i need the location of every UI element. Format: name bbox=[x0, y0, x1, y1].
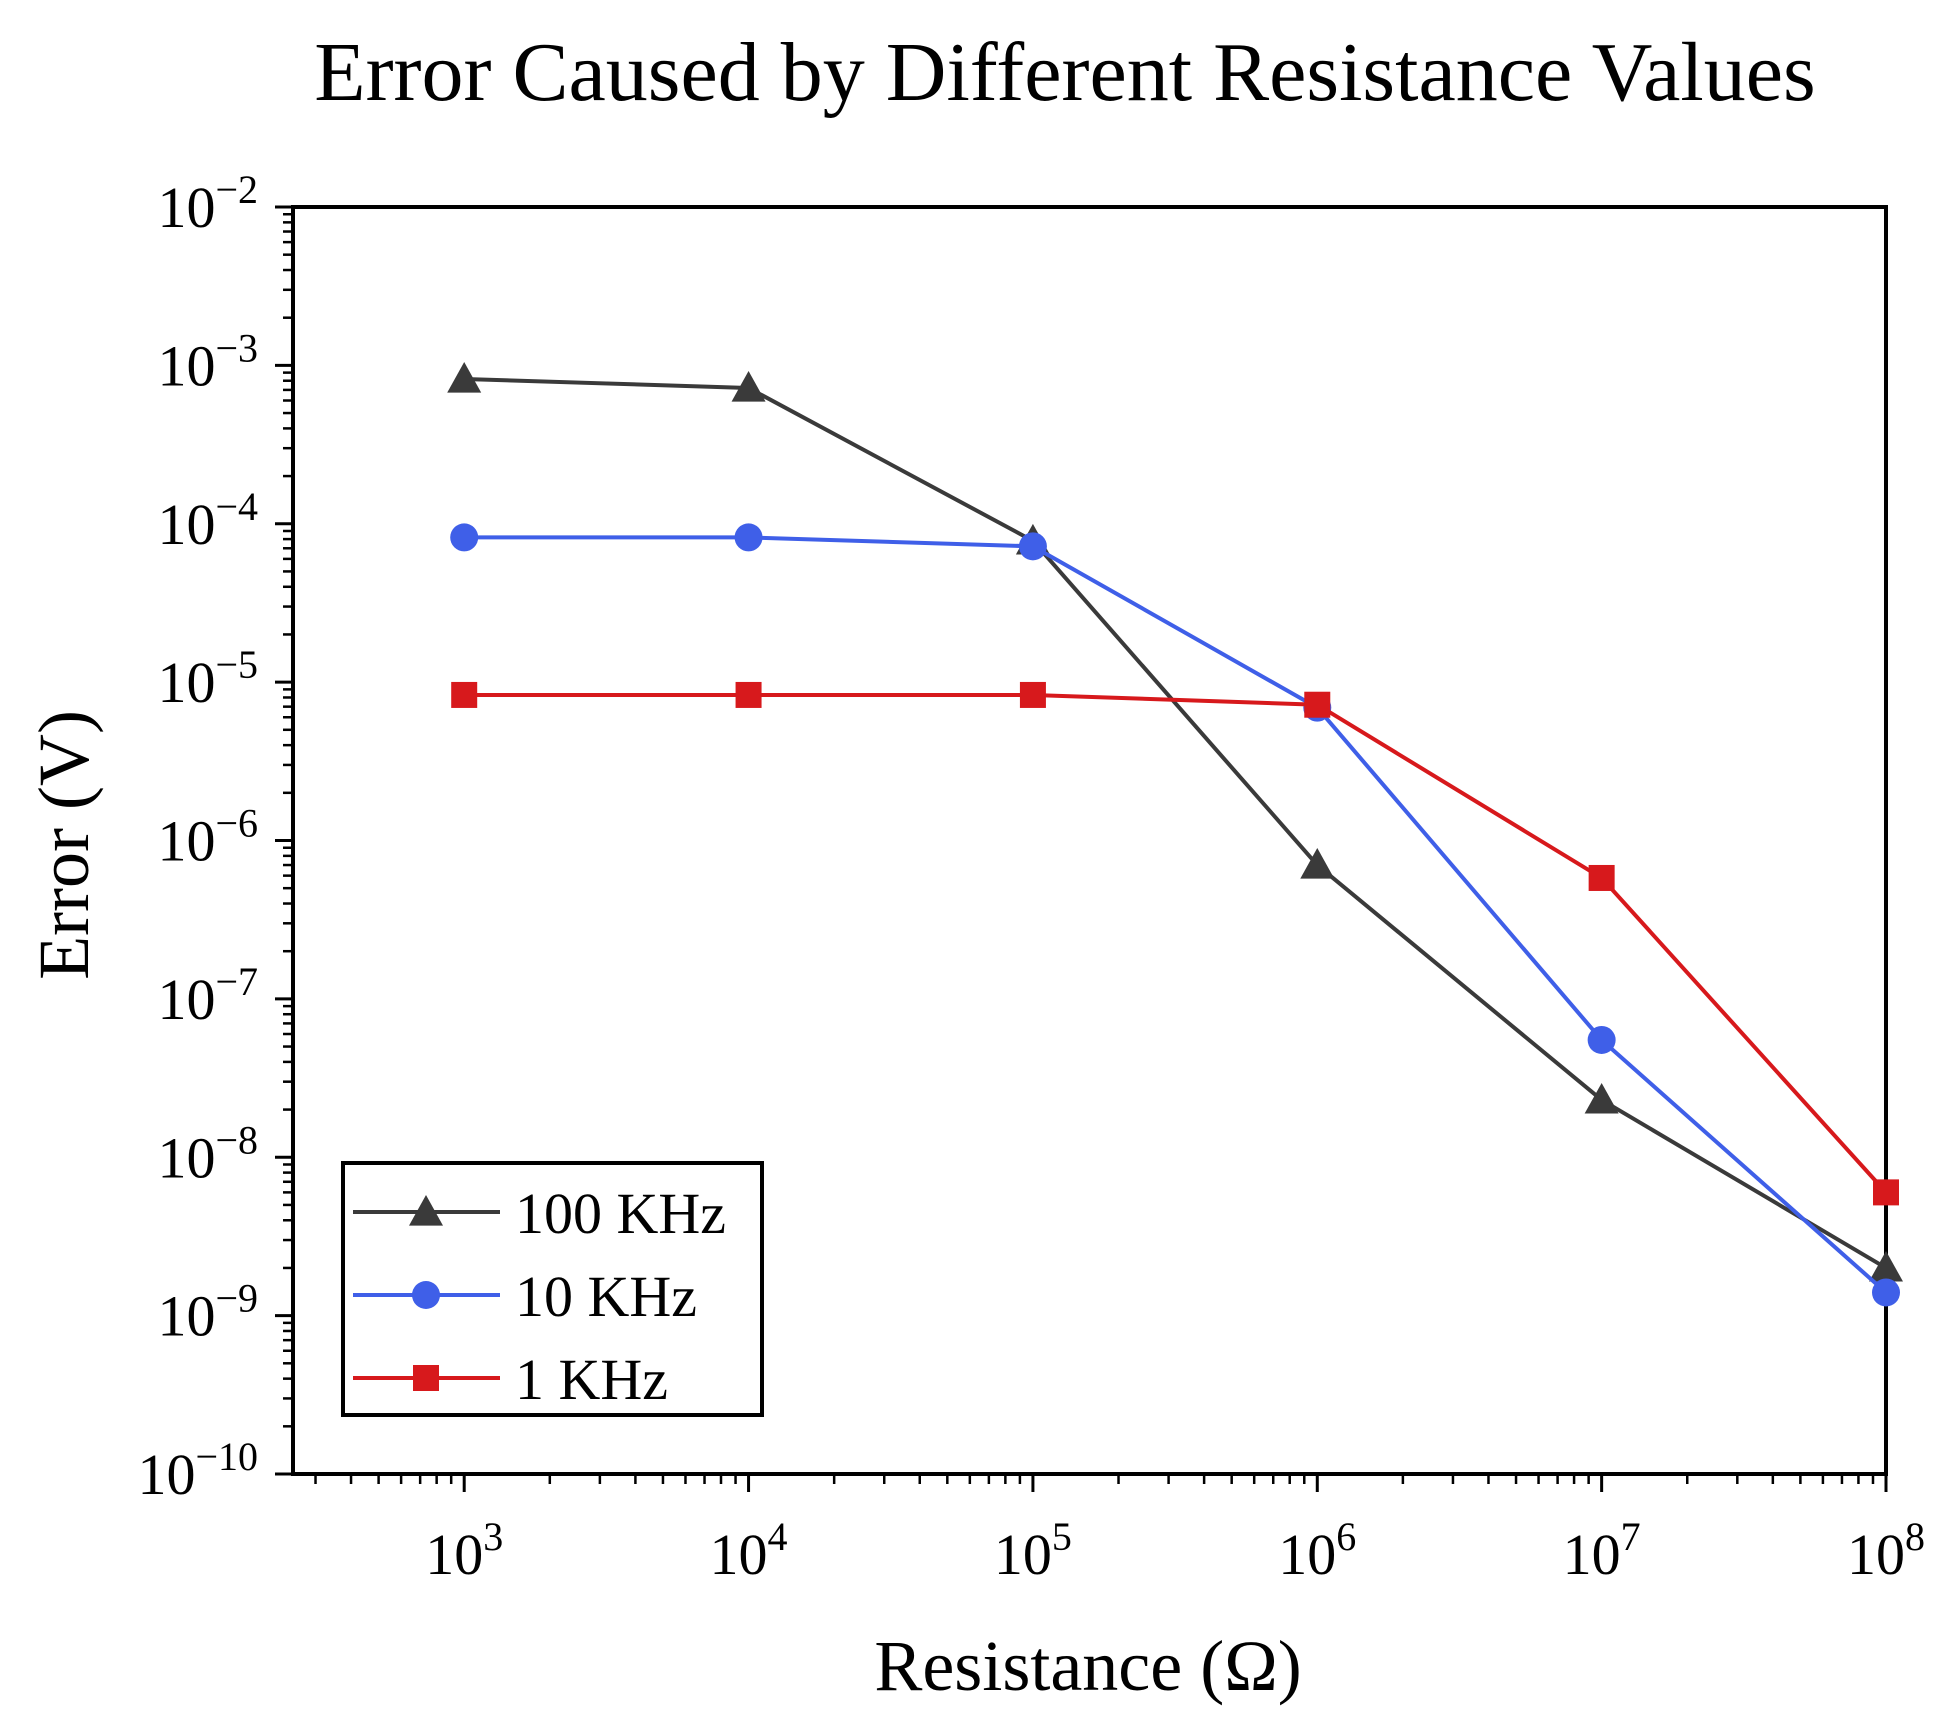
data-point-1-khz bbox=[1019, 681, 1046, 708]
data-point-1-khz bbox=[1873, 1179, 1899, 1206]
legend-label-10-khz: 10 KHz bbox=[515, 1264, 697, 1329]
x-tick-label: 106 bbox=[1278, 1514, 1356, 1587]
data-point-100-khz bbox=[1869, 1250, 1903, 1282]
data-point-10-khz bbox=[734, 523, 763, 552]
legend-marker-100-khz bbox=[409, 1195, 443, 1226]
legend-box bbox=[341, 1161, 764, 1417]
y-tick-label: 10−5 bbox=[157, 642, 258, 715]
y-tick-label: 10−8 bbox=[157, 1117, 258, 1190]
data-point-100-khz bbox=[447, 362, 482, 393]
legend-marker-10-khz bbox=[412, 1281, 440, 1309]
x-axis-label: Resistance (Ω) bbox=[874, 1626, 1301, 1706]
y-axis-label: Error (V) bbox=[24, 710, 104, 980]
data-point-1-khz bbox=[1304, 691, 1331, 718]
series-line-10-khz bbox=[464, 535, 1888, 1294]
series-line-100-khz bbox=[464, 377, 1888, 1270]
y-tick-label: 10−7 bbox=[157, 959, 258, 1032]
y-tick-label: 10−6 bbox=[157, 801, 258, 874]
data-point-1-khz bbox=[1588, 864, 1615, 891]
x-tick-label: 107 bbox=[1563, 1514, 1641, 1587]
x-tick-label: 105 bbox=[994, 1514, 1072, 1587]
x-tick-label: 108 bbox=[1847, 1514, 1925, 1587]
x-tick-label: 104 bbox=[710, 1514, 788, 1587]
data-point-10-khz bbox=[450, 523, 479, 552]
data-point-10-khz bbox=[1872, 1278, 1900, 1307]
data-point-10-khz bbox=[1587, 1025, 1616, 1054]
data-point-1-khz bbox=[735, 681, 762, 708]
y-tick-label: 10−10 bbox=[137, 1434, 258, 1507]
data-point-10-khz bbox=[1018, 532, 1047, 561]
legend-label-100-khz: 100 KHz bbox=[515, 1181, 726, 1246]
y-tick-label: 10−2 bbox=[157, 167, 258, 240]
chart-title: Error Caused by Different Resistance Val… bbox=[314, 26, 1815, 119]
x-tick-label: 103 bbox=[425, 1514, 503, 1587]
y-tick-label: 10−4 bbox=[157, 484, 258, 557]
data-point-100-khz bbox=[731, 370, 766, 402]
legend-label-1-khz: 1 KHz bbox=[515, 1347, 668, 1412]
data-point-100-khz bbox=[1300, 848, 1335, 879]
data-point-1-khz bbox=[451, 681, 478, 708]
legend-marker-1-khz bbox=[413, 1365, 439, 1391]
y-tick-label: 10−3 bbox=[157, 325, 258, 398]
data-point-100-khz bbox=[1584, 1082, 1619, 1114]
y-tick-label: 10−9 bbox=[157, 1276, 258, 1349]
series-line-1-khz bbox=[464, 692, 1888, 1194]
